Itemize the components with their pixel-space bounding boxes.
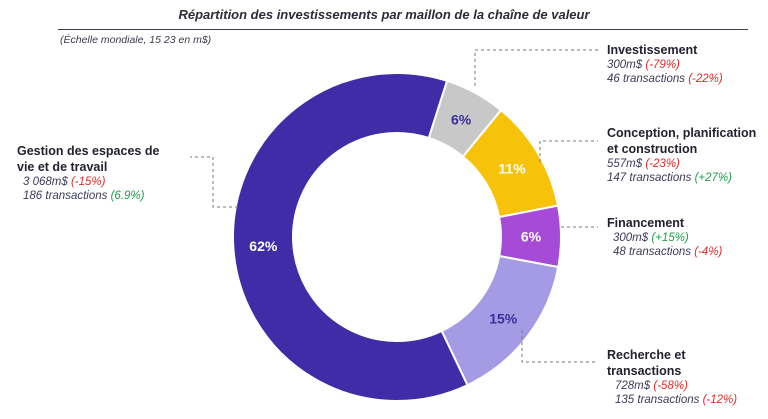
transactions-change: (-12%) (702, 394, 738, 406)
transactions-value: 48 transactions (613, 246, 691, 258)
amount-line: 3 068m$ (-15%) (17, 175, 177, 189)
amount-line: 300m$ (-79%) (607, 58, 723, 72)
donut-slice-gestion (232, 72, 469, 402)
transactions-line: 147 transactions (+27%) (607, 171, 767, 185)
amount-change: (-23%) (645, 158, 680, 170)
chart-subtitle: (Échelle mondiale, 15 23 en m$) (60, 34, 212, 46)
amount-line: 557m$ (-23%) (607, 157, 767, 171)
transactions-line: 46 transactions (-22%) (607, 72, 723, 86)
leader-line-investissement (474, 49, 598, 86)
amount-change: (-15%) (70, 176, 106, 188)
label-conception: Conception, planification et constructio… (607, 125, 767, 185)
transactions-value: 186 transactions (23, 190, 108, 202)
title-underline (58, 29, 748, 30)
amount-change: (-79%) (645, 59, 680, 71)
segment-name: Financement (607, 216, 685, 230)
pct-label-conception: 11% (498, 160, 526, 176)
segment-name: Investissement (607, 43, 698, 57)
label-gestion: Gestion des espaces de vie et de travail… (17, 143, 177, 203)
transactions-change: (-4%) (694, 246, 723, 258)
transactions-value: 135 transactions (615, 394, 700, 406)
amount-value: 557m$ (607, 158, 643, 170)
amount-line: 728m$ (-58%) (607, 379, 717, 393)
pct-label-investissement: 6% (451, 111, 472, 127)
amount-change: (+15%) (651, 232, 689, 244)
segment-name: Conception, planification et constructio… (607, 126, 757, 156)
label-recherche: Recherche et transactions 728m$ (-58%) 1… (607, 347, 737, 407)
transactions-line: 186 transactions (6.9%) (17, 189, 177, 203)
transactions-value: 46 transactions (607, 73, 685, 85)
amount-value: 3 068m$ (23, 176, 68, 188)
amount-value: 300m$ (613, 232, 649, 244)
transactions-change: (+27%) (694, 172, 732, 184)
pct-label-recherche: 15% (489, 311, 518, 327)
leader-line-gestion (190, 156, 238, 208)
amount-value: 728m$ (615, 380, 651, 392)
amount-value: 300m$ (607, 59, 643, 71)
segment-name: Gestion des espaces de vie et de travail (17, 144, 160, 174)
transactions-change: (-22%) (688, 73, 723, 85)
transactions-change: (6.9%) (110, 190, 145, 202)
label-investissement: Investissement 300m$ (-79%) 46 transacti… (607, 42, 723, 86)
transactions-value: 147 transactions (607, 172, 692, 184)
leader-line-conception (539, 140, 598, 162)
pct-label-gestion: 62% (249, 238, 278, 254)
transactions-line: 135 transactions (-12%) (607, 393, 737, 407)
transactions-line: 48 transactions (-4%) (607, 245, 722, 259)
pct-label-financement: 6% (521, 228, 542, 244)
label-financement: Financement 300m$ (+15%) 48 transactions… (607, 215, 722, 259)
leader-line-recherche (521, 330, 598, 363)
amount-line: 300m$ (+15%) (607, 231, 722, 245)
amount-change: (-58%) (653, 380, 688, 392)
chart-title: Répartition des investissements par mail… (178, 7, 590, 22)
segment-name: Recherche et transactions (607, 348, 686, 378)
